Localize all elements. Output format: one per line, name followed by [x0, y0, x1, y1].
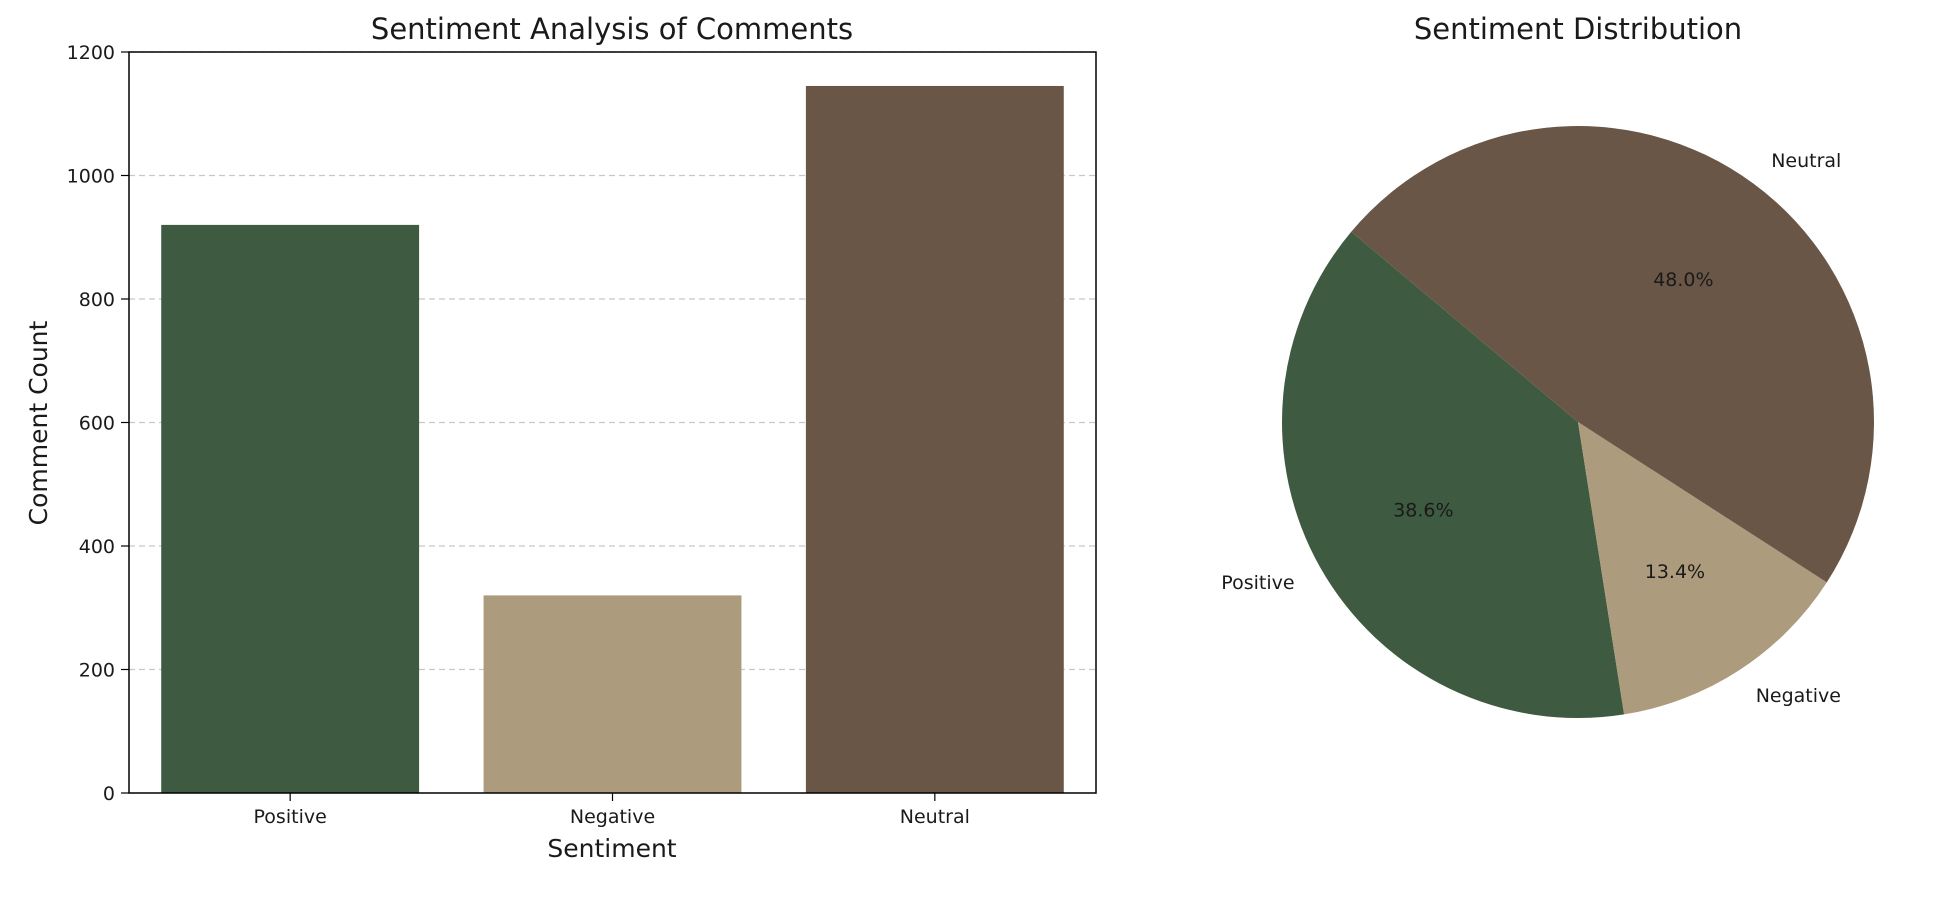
pie-chart: Sentiment Distribution Positive 38.6% Nega… [1221, 12, 1875, 719]
pie-labels: Positive 38.6% Negative 13.4% Neutral 48.0% [1221, 150, 1841, 707]
pie-label-neutral: Neutral [1771, 150, 1841, 172]
pie-label-negative: Negative [1756, 685, 1841, 707]
pie-label-positive: Positive [1221, 572, 1294, 594]
bar-chart-title: Sentiment Analysis of Comments [371, 12, 853, 46]
bar-x-tick-label: Neutral [900, 806, 970, 828]
bar-y-axis-label: Comment Count [24, 320, 53, 525]
bar-negative [483, 595, 742, 793]
bar-y-tick-label: 800 [79, 289, 115, 311]
pie-slices [1281, 125, 1875, 719]
pie-percent-negative: 13.4% [1645, 561, 1705, 583]
bar-y-tick-label: 400 [79, 536, 115, 558]
pie-slice-negative [1578, 422, 1827, 715]
pie-percent-neutral: 48.0% [1653, 269, 1713, 291]
bar-positive [161, 224, 420, 793]
pie-slice-neutral [1351, 125, 1875, 583]
bar-y-tick-label: 0 [103, 783, 115, 805]
pie-chart-title: Sentiment Distribution [1414, 12, 1742, 46]
bar-marks [161, 85, 1064, 793]
bar-y-tick-label: 1200 [67, 42, 115, 64]
bar-y-tick-label: 600 [79, 413, 115, 435]
pie-slice-positive [1281, 231, 1625, 719]
bar-neutral [805, 85, 1064, 793]
bar-x-ticks: Positive Negative Neutral [254, 793, 970, 828]
bar-chart: Sentiment Analysis of Comments 0 200 400 60… [24, 12, 1097, 863]
bar-x-tick-label: Negative [570, 806, 655, 828]
bar-y-tick-label: 1000 [67, 166, 115, 188]
bar-y-ticks: 0 200 400 600 800 1000 1200 [67, 42, 129, 805]
bar-x-axis-label: Sentiment [547, 834, 676, 863]
pie-percent-positive: 38.6% [1393, 499, 1453, 521]
bar-x-tick-label: Positive [254, 806, 327, 828]
bar-y-tick-label: 200 [79, 660, 115, 682]
